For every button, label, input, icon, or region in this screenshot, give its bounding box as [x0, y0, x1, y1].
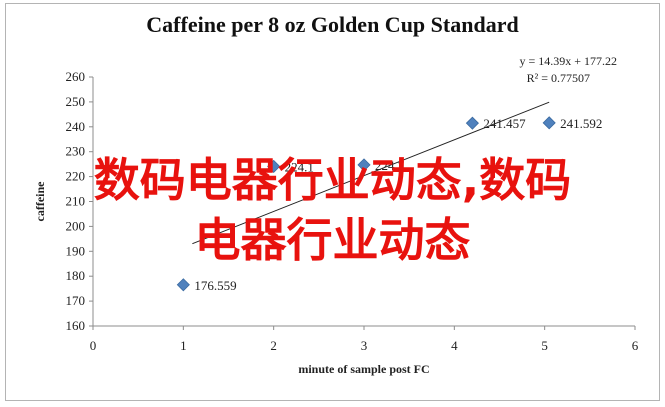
trendline-r-squared: R² = 0.77507: [527, 71, 590, 85]
y-tick-label: 240: [66, 119, 86, 134]
trendline-equation: y = 14.39x + 177.22: [519, 54, 617, 68]
y-tick-label: 180: [66, 268, 86, 283]
y-tick-label: 260: [66, 69, 86, 84]
data-point-marker: [267, 159, 281, 173]
data-point-marker: [176, 278, 190, 292]
data-point-label: 241.457: [483, 116, 526, 131]
x-tick-label: 6: [632, 338, 639, 353]
x-tick-label: 5: [541, 338, 548, 353]
y-tick-label: 190: [66, 243, 86, 258]
data-point-marker: [357, 158, 371, 172]
x-tick-label: 2: [270, 338, 277, 353]
x-axis-label: minute of sample post FC: [298, 362, 429, 376]
y-tick-label: 250: [66, 94, 86, 109]
data-point-marker: [465, 116, 479, 130]
y-tick-label: 230: [66, 144, 86, 159]
chart-frame: [5, 3, 660, 401]
chart-title: Caffeine per 8 oz Golden Cup Standard: [146, 12, 519, 37]
y-tick-label: 220: [66, 169, 86, 184]
x-tick-label: 1: [180, 338, 187, 353]
data-point-label: 224.1: [285, 159, 314, 174]
data-point-label: 241.592: [560, 116, 602, 131]
y-tick-label: 170: [66, 293, 86, 308]
y-axis-label: caffeine: [33, 181, 47, 222]
x-tick-label: 4: [451, 338, 458, 353]
x-tick-label: 3: [361, 338, 368, 353]
x-tick-label: 0: [90, 338, 97, 353]
y-tick-label: 200: [66, 218, 86, 233]
data-point-marker: [542, 116, 556, 130]
data-point-label: 176.559: [194, 278, 236, 293]
trendline: [192, 101, 550, 245]
y-tick-label: 160: [66, 318, 86, 333]
y-tick-label: 210: [66, 194, 86, 209]
data-point-label: 224.7: [375, 158, 405, 173]
